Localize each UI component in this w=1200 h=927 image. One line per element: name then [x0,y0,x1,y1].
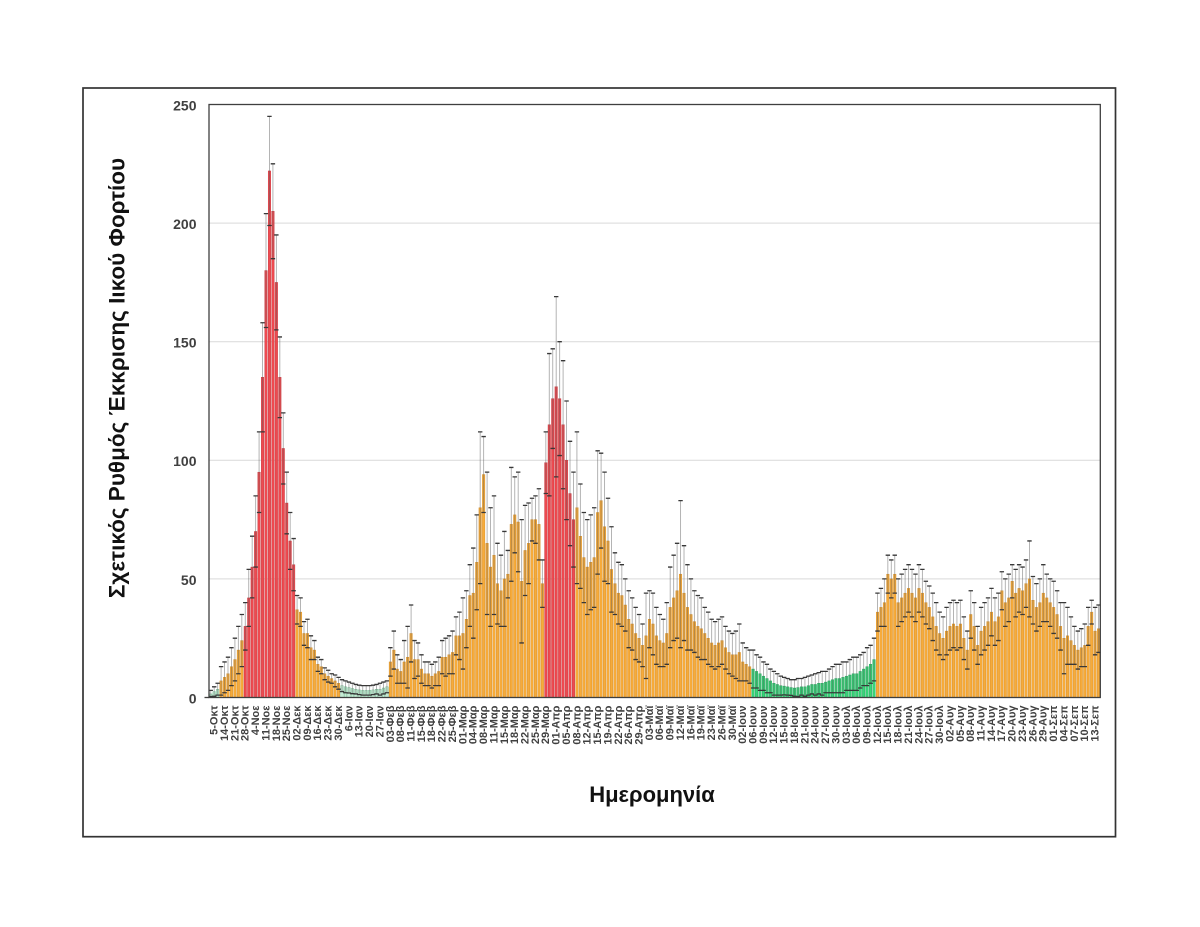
svg-text:01-Μαρ: 01-Μαρ [457,705,469,744]
svg-text:09-Μαϊ: 09-Μαϊ [665,705,677,741]
svg-text:14-Αυγ: 14-Αυγ [986,705,998,742]
svg-text:24-Ιουν: 24-Ιουν [810,706,822,744]
svg-text:09-Δεκ: 09-Δεκ [302,705,314,741]
svg-text:01-Σεπ: 01-Σεπ [1048,705,1060,742]
svg-text:08-Μαρ: 08-Μαρ [478,705,490,744]
svg-text:05-Απρ: 05-Απρ [561,705,573,744]
svg-text:27-Ιαν: 27-Ιαν [374,706,386,738]
svg-text:250: 250 [173,97,197,113]
svg-text:21-Ιουλ: 21-Ιουλ [903,706,915,744]
svg-text:19-Μαϊ: 19-Μαϊ [696,705,708,741]
svg-text:09-Ιουν: 09-Ιουν [758,706,770,744]
svg-text:26-Απρ: 26-Απρ [623,705,635,744]
svg-text:12-Μαϊ: 12-Μαϊ [675,705,687,741]
svg-text:18-Ιουν: 18-Ιουν [789,706,801,744]
svg-text:01-Απρ: 01-Απρ [551,705,563,744]
svg-text:22-Φεβ: 22-Φεβ [437,705,449,742]
svg-text:21-Ιουν: 21-Ιουν [799,706,811,744]
svg-text:15-Μαρ: 15-Μαρ [499,705,511,744]
svg-text:19-Απρ: 19-Απρ [602,705,614,744]
svg-text:30-Ιουλ: 30-Ιουλ [934,706,946,744]
svg-text:08-Απρ: 08-Απρ [571,705,583,744]
svg-text:16-Μαϊ: 16-Μαϊ [685,705,697,741]
svg-text:15-Ιουν: 15-Ιουν [779,706,791,744]
svg-text:5-Οκτ: 5-Οκτ [209,705,221,734]
svg-text:03-Μαϊ: 03-Μαϊ [644,705,656,741]
svg-text:02-Αυγ: 02-Αυγ [944,705,956,742]
svg-text:23-Δεκ: 23-Δεκ [323,705,335,741]
svg-text:02-Δεκ: 02-Δεκ [291,705,303,741]
svg-text:30-Δεκ: 30-Δεκ [333,705,345,741]
svg-text:15-Φεβ: 15-Φεβ [416,705,428,742]
svg-text:12-Ιουλ: 12-Ιουλ [872,706,884,744]
svg-text:17-Αυγ: 17-Αυγ [996,705,1008,742]
svg-text:23-Αυγ: 23-Αυγ [1017,705,1029,742]
svg-text:Σχετικός Ρυθμός Έκκρισης Ιικού: Σχετικός Ρυθμός Έκκρισης Ιικού Φορτίου [105,158,130,598]
svg-text:15-Ιουλ: 15-Ιουλ [882,706,894,744]
svg-text:08-Φεβ: 08-Φεβ [395,705,407,742]
svg-text:18-Ιουλ: 18-Ιουλ [893,706,905,744]
svg-text:12-Ιουν: 12-Ιουν [768,706,780,744]
svg-text:25-Νοε: 25-Νοε [281,705,293,742]
svg-text:10-Σεπ: 10-Σεπ [1079,705,1091,742]
svg-text:29-Μαρ: 29-Μαρ [540,705,552,744]
svg-text:18-Νοε: 18-Νοε [271,705,283,742]
svg-text:04-Μαρ: 04-Μαρ [468,705,480,744]
svg-text:150: 150 [173,335,197,351]
svg-text:100: 100 [173,453,197,469]
svg-text:29-Απρ: 29-Απρ [634,705,646,744]
svg-text:06-Ιουλ: 06-Ιουλ [851,706,863,744]
svg-text:20-Ιαν: 20-Ιαν [364,706,376,738]
svg-text:05-Αυγ: 05-Αυγ [955,705,967,742]
svg-text:03-Ιουλ: 03-Ιουλ [841,706,853,744]
svg-text:21-Οκτ: 21-Οκτ [229,705,241,741]
svg-text:26-Αυγ: 26-Αυγ [1027,705,1039,742]
svg-text:Ημερομηνία: Ημερομηνία [589,782,715,807]
svg-text:25-Φεβ: 25-Φεβ [447,705,459,742]
svg-text:11-Νοε: 11-Νοε [260,705,272,741]
svg-text:16-Δεκ: 16-Δεκ [312,705,324,741]
svg-text:02-Ιουν: 02-Ιουν [737,706,749,744]
svg-text:03-Φεβ: 03-Φεβ [385,705,397,742]
svg-text:28-Οκτ: 28-Οκτ [240,705,252,741]
svg-text:30-Μαϊ: 30-Μαϊ [727,705,739,741]
svg-text:18-Φεβ: 18-Φεβ [426,705,438,742]
svg-text:14-Οκτ: 14-Οκτ [219,705,231,741]
svg-text:06-Μαϊ: 06-Μαϊ [654,705,666,741]
svg-text:04-Σεπ: 04-Σεπ [1058,705,1070,742]
svg-text:22-Απρ: 22-Απρ [613,705,625,744]
svg-text:09-Ιουλ: 09-Ιουλ [862,706,874,744]
svg-text:200: 200 [173,216,197,232]
svg-text:50: 50 [181,572,197,588]
svg-text:07-Σεπ: 07-Σεπ [1069,705,1081,742]
svg-text:22-Μαρ: 22-Μαρ [520,705,532,744]
svg-text:27-Ιουλ: 27-Ιουλ [924,706,936,744]
svg-text:27-Ιουν: 27-Ιουν [820,706,832,744]
svg-text:29-Αυγ: 29-Αυγ [1038,705,1050,742]
svg-text:6-Ιαν: 6-Ιαν [343,706,355,732]
svg-text:0: 0 [189,690,197,706]
svg-text:11-Αυγ: 11-Αυγ [976,705,988,742]
svg-text:06-Ιουν: 06-Ιουν [748,706,760,744]
svg-text:30-Ιουν: 30-Ιουν [830,706,842,744]
svg-text:08-Αυγ: 08-Αυγ [965,705,977,742]
svg-text:23-Μαϊ: 23-Μαϊ [706,705,718,741]
svg-text:24-Ιουλ: 24-Ιουλ [913,706,925,744]
svg-text:11-Φεβ: 11-Φεβ [406,705,418,742]
svg-text:25-Μαρ: 25-Μαρ [530,705,542,744]
svg-text:11-Μαρ: 11-Μαρ [488,705,500,743]
svg-text:20-Αυγ: 20-Αυγ [1007,705,1019,742]
svg-text:12-Απρ: 12-Απρ [582,705,594,744]
svg-text:15-Απρ: 15-Απρ [592,705,604,744]
svg-text:26-Μαϊ: 26-Μαϊ [716,705,728,741]
svg-text:13-Σεπ: 13-Σεπ [1090,705,1102,742]
svg-text:4-Νοε: 4-Νοε [250,705,262,735]
svg-text:13-Ιαν: 13-Ιαν [354,706,366,738]
svg-text:18-Μαρ: 18-Μαρ [509,705,521,744]
